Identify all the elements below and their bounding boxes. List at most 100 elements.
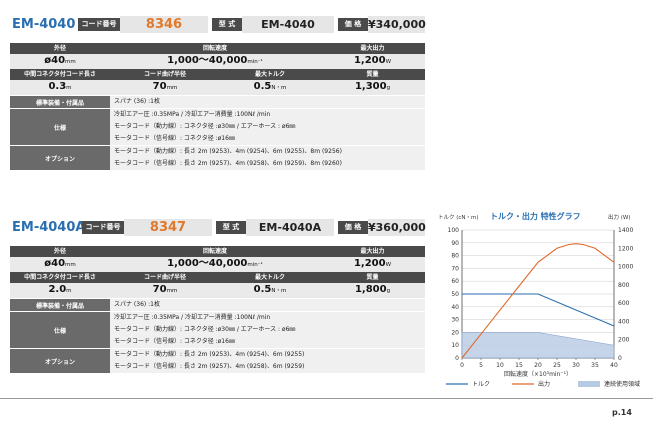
type-label: 型 式 [212,18,242,31]
code-label: コード番号 [78,18,120,31]
page-number: p.14 [612,408,632,417]
spec-line: 冷却エアー圧 :0.35MPa / 冷却エアー消費量 :100Nℓ /min [110,109,426,121]
x-tick-label: 40 [610,362,618,369]
y-right-tick-label: 800 [618,282,630,289]
header-speed: 回転速度 [110,43,321,54]
header-mass: 質量 [320,69,426,80]
y-right-tick-label: 1000 [618,264,633,271]
y-right-tick-label: 1400 [618,227,633,234]
x-axis-label: 回転速度（×10³min⁻¹） [504,370,572,378]
spec-label: 仕様 [10,312,110,348]
header-max-torque: 最大トルク [220,272,321,283]
y-left-tick-label: 90 [451,240,459,247]
x-tick-label: 5 [479,362,483,369]
header-speed: 回転速度 [110,246,321,257]
accessory-text: スパナ (36) :1枚 [110,96,426,108]
legend-label: 出力 [538,380,550,388]
price-label: 価 格 [338,221,368,234]
header-cord-length: 中間コネクタ付コード長さ [10,69,110,80]
accessory-label: 標準装備・付属品 [10,299,110,311]
header-diameter: 外径 [10,43,110,54]
y-left-tick-label: 80 [451,253,459,260]
y-right-label: 出力 (W) [608,215,631,221]
y-left-tick-label: 60 [451,278,459,285]
spec-table: 外径 回転速度 最大出力 ø40mm 1,000〜40,000min⁻¹ 1,2… [10,43,426,170]
header-max-torque: 最大トルク [220,69,321,80]
header-bend-radius: コード曲げ半径 [110,272,220,283]
y-left-tick-label: 40 [451,304,459,311]
x-tick-label: 15 [515,362,523,369]
option-line: モータコード（動力線）: 長さ 2m (9253)、4m (9254)、6m (… [110,349,426,361]
header-cord-length: 中間コネクタ付コード長さ [10,272,110,283]
spec-table: 外径 回転速度 最大出力 ø40mm 1,000〜40,000min⁻¹ 1,2… [10,246,426,373]
option-line: モータコード（動力線）: 長さ 2m (9253)、4m (9254)、6m (… [110,146,426,158]
header-max-output: 最大出力 [320,246,426,257]
spec-line: モータコード（信号線）: コネクタ径 :ø16㎜ [110,336,426,348]
code-label: コード番号 [82,221,124,234]
price-label: 価 格 [338,18,368,31]
value-mass: 1,300g [320,80,426,95]
y-left-tick-label: 50 [451,291,459,298]
model-name: EM-4040A [12,220,86,235]
y-left-tick-label: 20 [451,329,459,336]
y-right-tick-label: 600 [618,300,630,307]
y-left-tick-label: 10 [451,342,459,349]
spec-line: モータコード（信号線）: コネクタ径 :ø16㎜ [110,133,426,145]
value-speed: 1,000〜40,000min⁻¹ [110,54,321,69]
value-diameter: ø40mm [10,257,110,272]
x-tick-label: 10 [496,362,504,369]
x-tick-label: 30 [572,362,580,369]
chart-container: トルク (cN・m) トルク・出力 特性グラフ 出力 (W) 0 10 20 30 40… [432,208,647,393]
option-line: モータコード（信号線）: 長さ 2m (9257)、4m (9258)、6m (… [110,361,426,373]
y-left-tick-label: 0 [455,355,459,362]
header-diameter: 外径 [10,246,110,257]
option-label: オプション [10,146,110,170]
price-value: ¥340,000 [368,16,426,33]
spec-label: 仕様 [10,109,110,145]
value-max-torque: 0.5N・m [220,80,321,95]
torque-output-chart: 0102030405060708090100020040060080010001… [446,227,640,388]
y-left-tick-label: 100 [448,227,460,234]
value-speed: 1,000〜40,000min⁻¹ [110,257,321,272]
legend-label: トルク [472,381,490,388]
spec-line: モータコード（動力線）: コネクタ径 :ø30㎜ / エアーホース : ø6㎜ [110,324,426,336]
y-right-tick-label: 400 [618,318,630,325]
type-value: EM-4040A [246,219,334,236]
value-diameter: ø40mm [10,54,110,69]
value-max-output: 1,200W [320,257,426,272]
option-line: モータコード（信号線）: 長さ 2m (9257)、4m (9258)、6m (… [110,158,426,170]
product-2: EM-4040A コード番号 8347 型 式 EM-4040A 価 格 ¥36… [10,218,426,398]
y-right-tick-label: 1200 [618,245,633,252]
value-mass: 1,800g [320,283,426,298]
product-1: EM-4040 コード番号 8346 型 式 EM-4040 価 格 ¥340,… [10,15,426,195]
continuous-use-area [461,332,615,359]
y-right-tick-label: 200 [618,337,630,344]
y-left-label: トルク (cN・m) [438,215,479,221]
code-value: 8347 [124,219,212,236]
x-tick-label: 25 [553,362,561,369]
value-max-torque: 0.5N・m [220,283,321,298]
spec-line: モータコード（動力線）: コネクタ径 :ø30㎜ / エアーホース : ø6㎜ [110,121,426,133]
y-left-tick-label: 30 [451,317,459,324]
y-right-tick-label: 0 [618,355,622,362]
header-mass: 質量 [320,272,426,283]
output-line [461,243,615,359]
spec-line: 冷却エアー圧 :0.35MPa / 冷却エアー消費量 :100Nℓ /min [110,312,426,324]
value-cord-length: 0.3m [10,80,110,95]
legend-label: 連続使用領域 [604,380,640,388]
type-label: 型 式 [216,221,246,234]
x-tick-label: 0 [460,362,464,369]
accessory-label: 標準装備・付属品 [10,96,110,108]
footer-rule [0,398,653,399]
value-max-output: 1,200W [320,54,426,69]
value-cord-length: 2.0m [10,283,110,298]
header-max-output: 最大出力 [320,43,426,54]
value-bend-radius: 70mm [110,80,220,95]
torque-line [462,293,615,327]
chart-title: トルク・出力 特性グラフ [490,212,581,221]
legend-swatch [578,381,600,387]
value-bend-radius: 70mm [110,283,220,298]
type-value: EM-4040 [242,16,334,33]
accessory-text: スパナ (36) :1枚 [110,299,426,311]
model-name: EM-4040 [12,17,76,32]
